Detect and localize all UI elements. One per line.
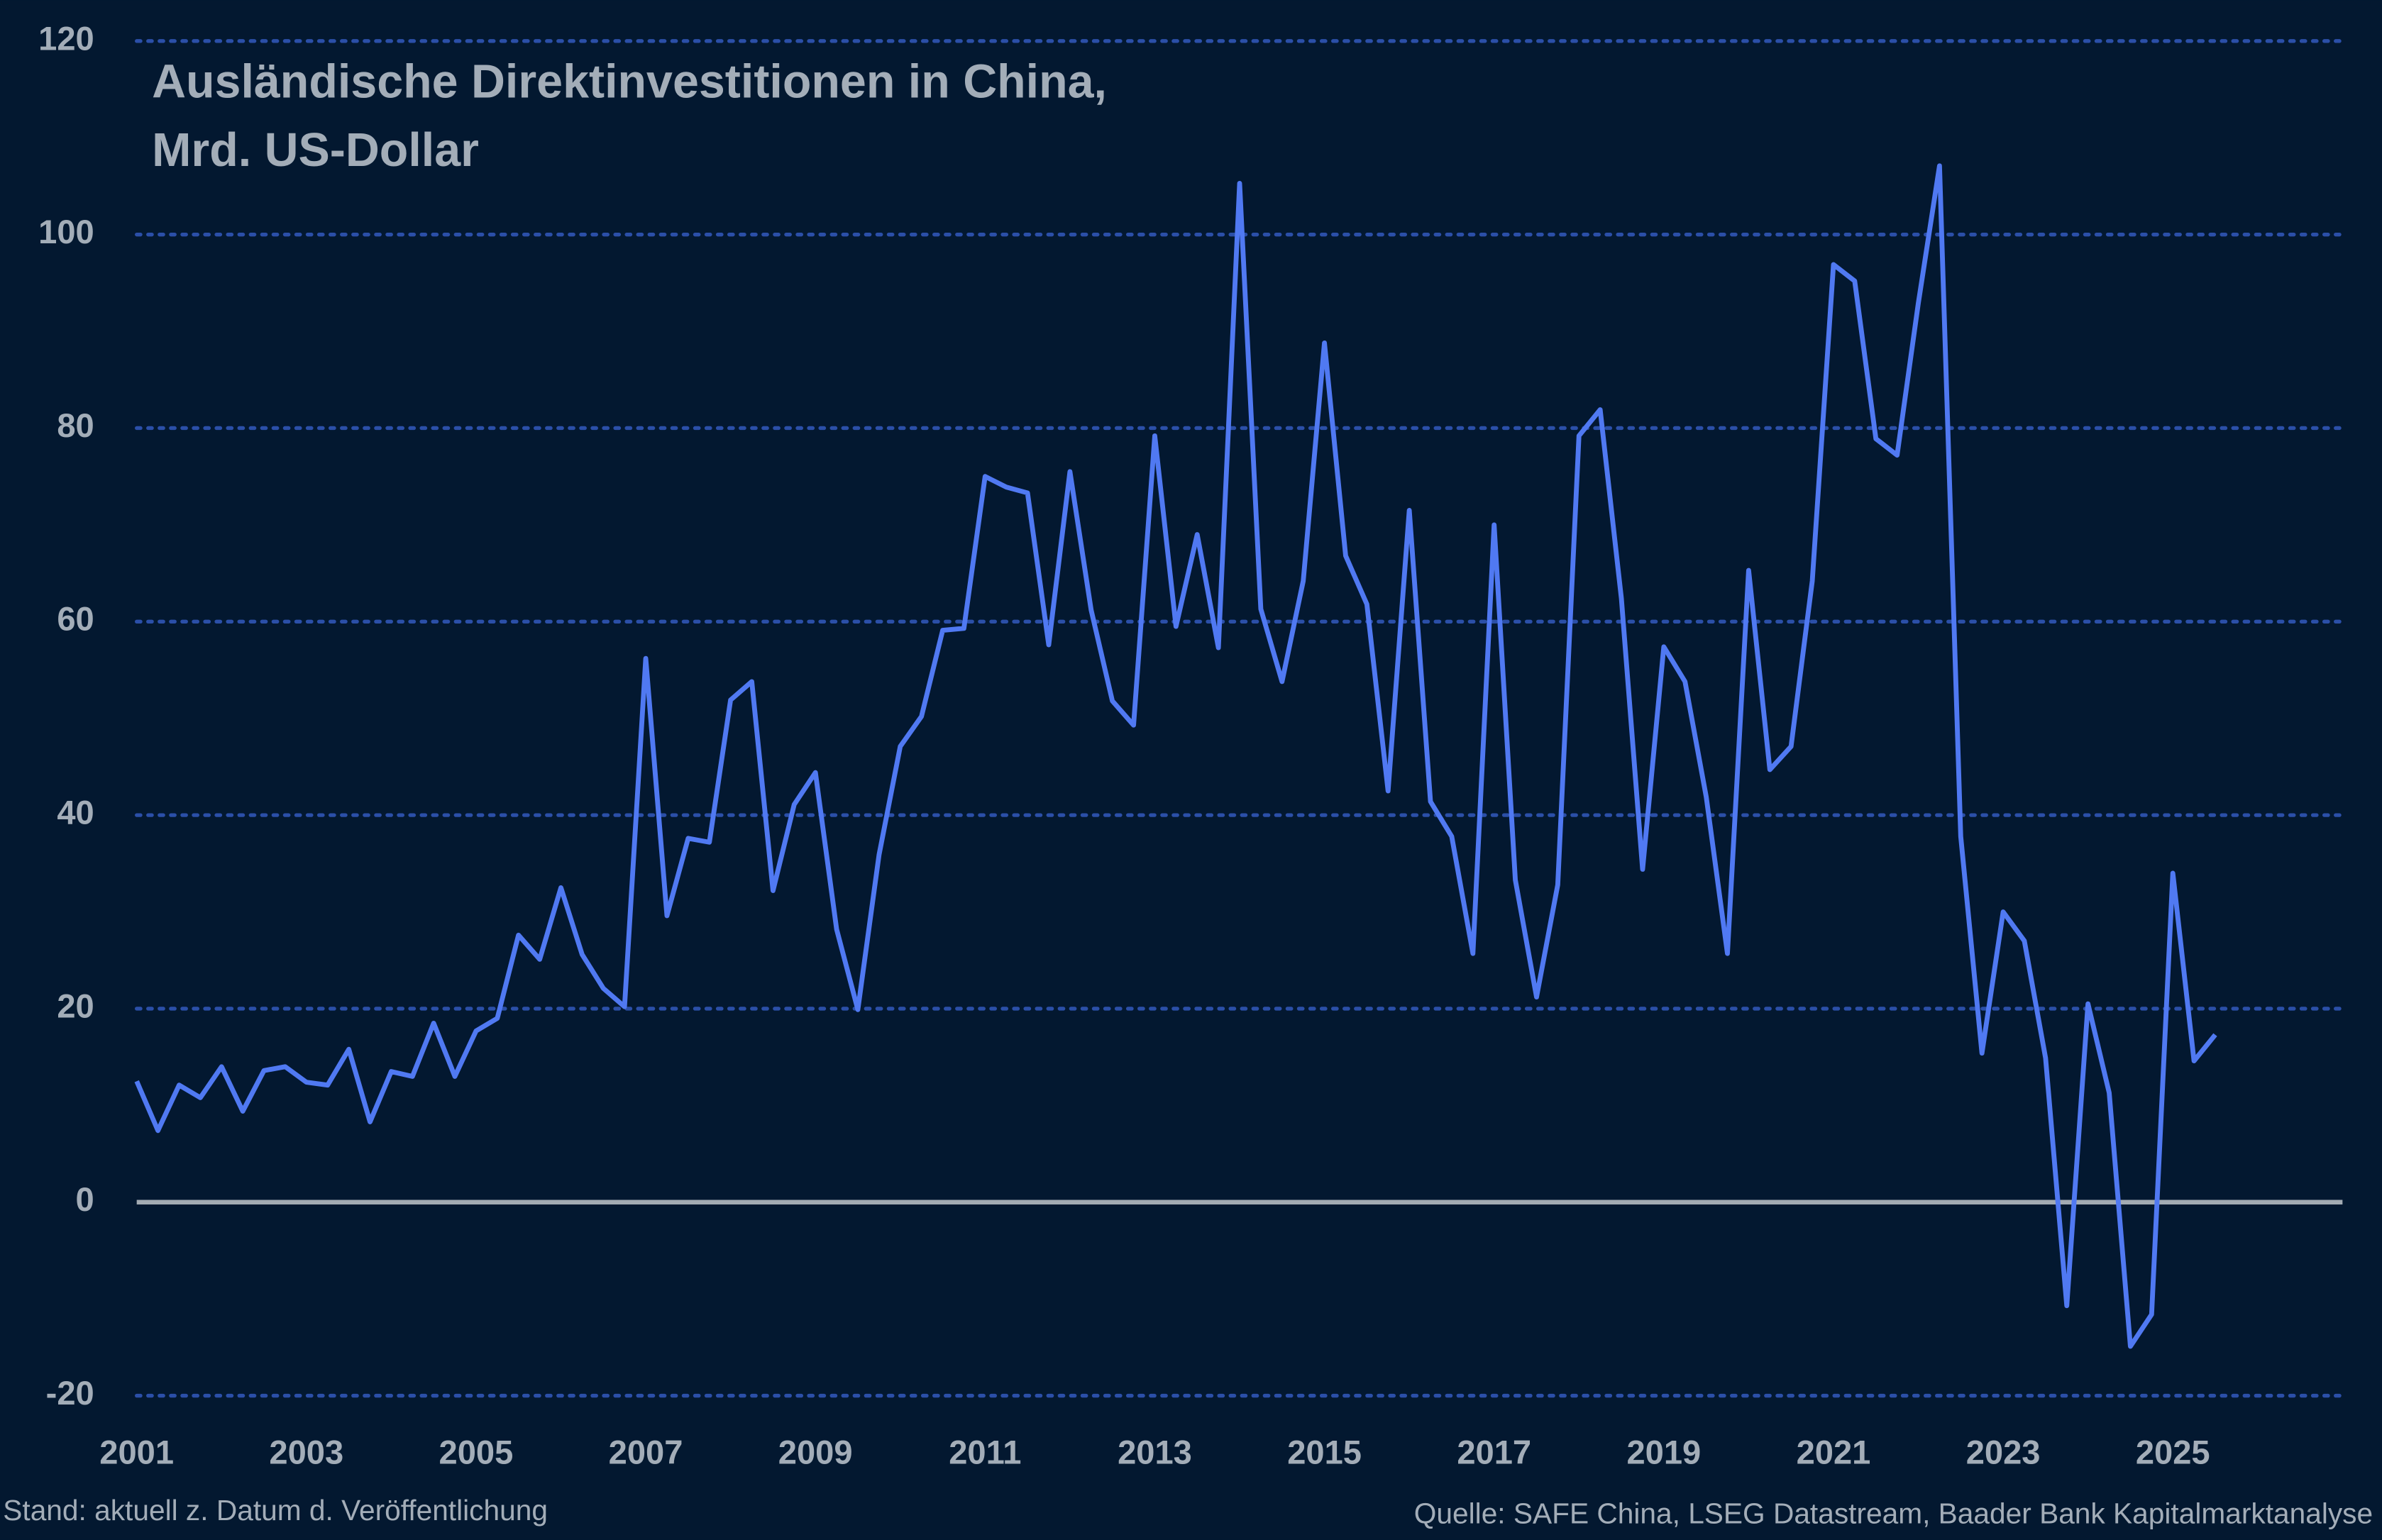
x-tick-label: 2013 (1118, 1434, 1192, 1471)
y-tick-label: 40 (57, 794, 94, 831)
footnote: Stand: aktuell z. Datum d. Veröffentlich… (3, 1494, 548, 1527)
x-tick-label: 2021 (1797, 1434, 1871, 1471)
y-tick-label: 20 (57, 987, 94, 1024)
x-tick-label: 2009 (778, 1434, 853, 1471)
x-tick-label: 2017 (1457, 1434, 1531, 1471)
source: Quelle: SAFE China, LSEG Datastream, Baa… (1414, 1497, 2373, 1529)
x-tick-label: 2001 (99, 1434, 174, 1471)
chart-title: Ausländische Direktinvestitionen in Chin… (152, 55, 1107, 108)
x-tick-label: 2007 (609, 1434, 683, 1471)
y-tick-label: 60 (57, 600, 94, 638)
y-tick-label: 80 (57, 406, 94, 444)
y-tick-label: -20 (46, 1374, 94, 1412)
x-tick-label: 2003 (269, 1434, 343, 1471)
data-line (134, 163, 2217, 1349)
x-tick-label: 2005 (439, 1434, 514, 1471)
y-tick-label: 120 (38, 19, 94, 57)
y-tick-label: 0 (76, 1180, 94, 1218)
x-tick-label: 2023 (1966, 1434, 2041, 1471)
y-tick-label: 100 (38, 213, 94, 250)
x-tick-label: 2019 (1626, 1434, 1701, 1471)
x-tick-label: 2011 (949, 1434, 1021, 1471)
x-tick-label: 2025 (2136, 1434, 2210, 1471)
chart-title: Mrd. US-Dollar (152, 124, 479, 177)
x-tick-label: 2015 (1287, 1434, 1362, 1471)
